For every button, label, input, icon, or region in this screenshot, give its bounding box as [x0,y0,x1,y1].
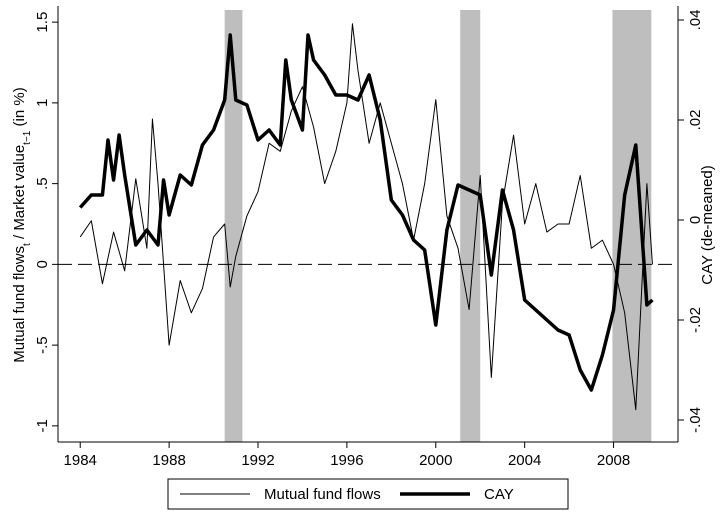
y-label-sub: t [22,243,33,246]
series-line [78,33,654,392]
x-tick-label: 2000 [419,452,452,469]
y2-tick-label: .02 [687,110,704,131]
x-tick-label: 2004 [508,452,541,469]
x-tick-label: 1988 [152,452,185,469]
y2-tick-label: -.02 [687,307,704,333]
legend: Mutual fund flows CAY [167,478,569,510]
y-tick-label: 0 [34,260,51,268]
y-tick-label: 1.5 [34,12,51,33]
y-label-part: (in %) [11,87,28,130]
y2-tick-label: -.04 [687,407,704,433]
recession-band [460,10,481,442]
x-tick-label: 2008 [597,452,630,469]
y-tick-label: .5 [34,177,51,190]
y2-axis-label: CAY (de-meaned) [699,165,716,285]
y-label-part: Mutual fund flows [11,246,28,363]
x-tick-label: 1996 [330,452,363,469]
y-tick-label: -.5 [34,336,51,354]
x-tick-label: 1992 [241,452,274,469]
y2-tick-label: .04 [687,10,704,31]
recession-band [224,10,243,442]
series-line [79,23,653,411]
legend-label: Mutual fund flows [264,486,381,503]
x-tick-label: 1984 [64,452,97,469]
legend-label: CAY [484,486,514,503]
y-label-part: / Market value [11,145,28,243]
y-tick-label: 1 [34,99,51,107]
y-label-sub: t−1 [22,130,33,145]
y2-tick-label: 0 [687,216,704,224]
y-axis-label: Mutual fund flowst / Market valuet−1 (in… [11,87,33,362]
y-tick-label: -1 [34,419,51,432]
